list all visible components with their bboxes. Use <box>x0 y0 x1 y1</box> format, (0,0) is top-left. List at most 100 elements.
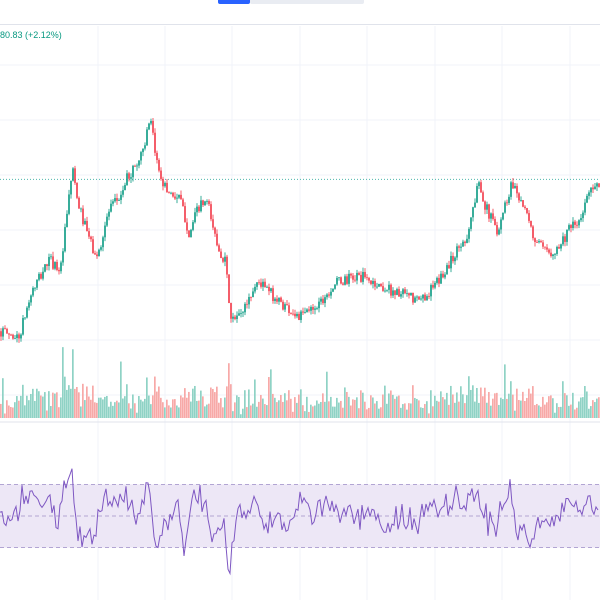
volume-bar <box>462 394 464 418</box>
candle-body <box>326 294 328 298</box>
volume-bar <box>240 414 242 418</box>
volume-bar <box>404 403 406 418</box>
volume-bar <box>44 392 46 418</box>
candlestick-series <box>0 118 600 343</box>
volume-bar <box>88 396 90 418</box>
candle-body <box>358 272 360 275</box>
candle-body <box>456 246 458 258</box>
candle-body <box>524 206 526 209</box>
volume-bar <box>30 393 32 418</box>
volume-bar <box>60 397 62 418</box>
candle-body <box>294 313 296 317</box>
candle-body <box>570 225 572 229</box>
candle-body <box>102 237 104 248</box>
volume-bar <box>442 397 444 418</box>
candle-body <box>136 165 138 167</box>
volume-bar <box>8 405 10 418</box>
price-change-label: 80.83 (+2.12%) <box>0 30 62 40</box>
candle-body <box>336 277 338 285</box>
candle-body <box>508 196 510 203</box>
candle-body <box>308 309 310 311</box>
volume-bar <box>168 405 170 418</box>
volume-bar <box>278 400 280 418</box>
candle-body <box>552 254 554 257</box>
volume-bar <box>80 406 82 418</box>
volume-bar <box>190 401 192 418</box>
candle-body <box>560 244 562 249</box>
active-tab-button[interactable] <box>218 0 250 4</box>
volume-bar <box>204 406 206 418</box>
candle-body <box>390 284 392 296</box>
candle-body <box>180 194 182 200</box>
volume-bar <box>198 400 200 418</box>
candle-body <box>194 212 196 223</box>
candle-body <box>36 279 38 288</box>
candle-body <box>110 203 112 212</box>
candle-body <box>354 279 356 281</box>
candle-body <box>262 281 264 287</box>
candle-body <box>470 217 472 229</box>
candle-body <box>74 168 76 183</box>
volume-bar <box>398 395 400 418</box>
volume-bar <box>228 363 230 418</box>
candle-body <box>598 183 600 187</box>
candle-body <box>254 286 256 292</box>
volume-bar <box>16 396 18 418</box>
candle-body <box>270 288 272 292</box>
volume-bar <box>358 408 360 418</box>
volume-bar <box>272 393 274 418</box>
volume-bar <box>260 394 262 418</box>
volume-bar <box>432 406 434 418</box>
candle-body <box>204 201 206 206</box>
candle-body <box>590 187 592 193</box>
candle-body <box>458 246 460 248</box>
volume-bar <box>582 397 584 418</box>
toolbar-tab-button[interactable] <box>250 0 364 4</box>
volume-bar <box>416 398 418 418</box>
candle-body <box>112 201 114 204</box>
candle-body <box>506 202 508 204</box>
candle-body <box>82 208 84 225</box>
volume-bar <box>468 376 470 418</box>
candle-body <box>338 277 340 279</box>
volume-bar <box>288 390 290 418</box>
candle-body <box>8 333 10 335</box>
volume-bar <box>570 404 572 418</box>
volume-bar <box>166 399 168 418</box>
volume-bar <box>488 392 490 418</box>
candle-body <box>122 190 124 195</box>
candle-body <box>78 197 80 209</box>
candle-body <box>514 185 516 189</box>
volume-bar <box>120 361 122 418</box>
candle-body <box>22 318 24 335</box>
candle-body <box>184 206 186 223</box>
volume-bar <box>262 398 264 418</box>
volume-bar <box>392 394 394 418</box>
volume-bar <box>292 411 294 418</box>
candle-body <box>14 338 16 339</box>
volume-bar <box>34 400 36 418</box>
candle-body <box>346 276 348 284</box>
candle-body <box>182 199 184 207</box>
candle-body <box>492 213 494 219</box>
volume-bar <box>10 406 12 418</box>
candle-body <box>398 289 400 297</box>
volume-bar <box>66 389 68 418</box>
candle-body <box>138 160 140 166</box>
volume-bar <box>452 394 454 418</box>
candle-body <box>86 220 88 232</box>
candle-body <box>28 302 30 308</box>
candle-body <box>488 204 490 219</box>
volume-bar <box>40 395 42 418</box>
candle-body <box>266 286 268 288</box>
candle-body <box>234 316 236 320</box>
candle-body <box>562 236 564 245</box>
volume-bar <box>270 369 272 418</box>
volume-bar <box>128 403 130 418</box>
volume-bar <box>142 401 144 418</box>
volume-bar <box>342 407 344 418</box>
candle-body <box>468 228 470 239</box>
volume-bar <box>102 399 104 418</box>
candle-body <box>286 304 288 306</box>
